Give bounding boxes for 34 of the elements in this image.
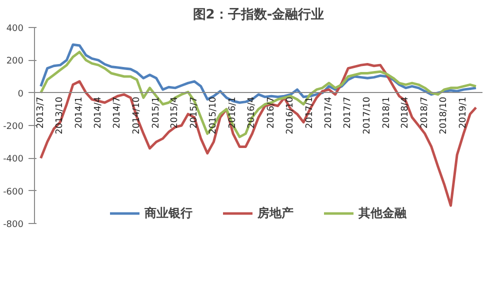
- legend-label: 其他金融: [358, 204, 406, 222]
- x-tick-label: 2014/10: [132, 96, 142, 134]
- legend-label: 商业银行: [144, 204, 192, 222]
- x-tick-label: 2016/7: [266, 96, 276, 128]
- x-tick-label: 2018/10: [439, 96, 450, 134]
- x-tick-label: 2017/4: [324, 96, 334, 128]
- x-tick-label: 2013/10: [55, 96, 66, 134]
- x-tick-label: 2016/1: [228, 96, 238, 128]
- x-tick-label: 2019/1: [458, 96, 469, 128]
- x-tick-label: 2015/7: [189, 96, 200, 128]
- y-tick-label: -400: [3, 154, 24, 165]
- legend-label: 房地产: [258, 204, 294, 222]
- x-tick-label: 2016/10: [286, 96, 296, 134]
- x-tick-label: 2017/1: [305, 96, 316, 128]
- x-tick-label: 2013/7: [36, 96, 46, 128]
- x-tick-label: 2017/7: [343, 96, 354, 128]
- x-tick-label: 2015/4: [170, 96, 180, 128]
- x-tick-label: 2017/10: [362, 96, 372, 134]
- y-tick-label: 200: [6, 56, 24, 67]
- y-tick-label: -200: [3, 122, 24, 132]
- x-tick-label: 2014/7: [112, 96, 123, 128]
- x-tick-label: 2018/7: [420, 96, 430, 128]
- x-tick-label: 2018/1: [382, 96, 392, 128]
- x-tick-label: 2016/4: [247, 96, 258, 128]
- x-tick-label: 2015/1: [151, 96, 162, 128]
- y-tick-label: -600: [3, 187, 24, 198]
- y-tick-label: 0: [18, 89, 24, 100]
- chart-title: 图2：子指数-金融行业: [192, 8, 324, 22]
- y-tick-label: -800: [3, 220, 24, 230]
- x-tick-label: 2018/4: [400, 96, 411, 128]
- y-tick-label: 400: [6, 24, 24, 34]
- x-tick-label: 2014/1: [74, 96, 85, 128]
- x-tick-label: 2014/4: [93, 96, 104, 128]
- x-tick-label: 2015/10: [208, 96, 219, 134]
